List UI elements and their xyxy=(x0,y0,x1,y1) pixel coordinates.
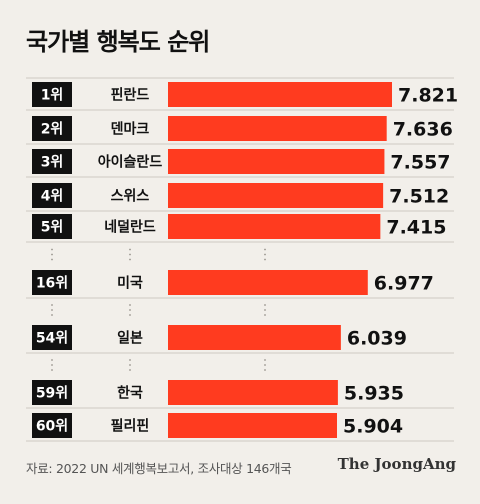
rank-label: 5위 xyxy=(41,220,64,236)
country-label: 네덜란드 xyxy=(104,219,156,236)
rank-box xyxy=(32,413,72,438)
country-label: 아이슬란드 xyxy=(98,154,163,171)
source-note: 자료: 2022 UN 세계행복보고서, 조사대상 146개국 xyxy=(26,461,292,476)
gap-ellipsis xyxy=(264,248,266,261)
score-bar xyxy=(168,214,381,239)
rank-label: 4위 xyxy=(41,189,64,205)
rank-box xyxy=(32,183,72,208)
rank-label: 1위 xyxy=(41,88,64,104)
rank-box xyxy=(32,82,72,107)
country-label: 덴마크 xyxy=(111,122,150,138)
rank-label: 16위 xyxy=(36,276,68,292)
gap-ellipsis xyxy=(264,359,266,371)
country-label: 일본 xyxy=(117,331,143,347)
rank-box xyxy=(32,270,72,295)
value-label: 7.557 xyxy=(390,152,450,174)
rank-label: 59위 xyxy=(36,386,68,402)
score-bar xyxy=(168,116,387,141)
country-label: 스위스 xyxy=(111,189,150,205)
rank-label: 3위 xyxy=(41,155,64,171)
value-label: 7.821 xyxy=(398,85,458,107)
rank-box xyxy=(32,149,72,174)
score-bar xyxy=(168,325,341,350)
score-bar xyxy=(168,82,392,107)
rank-label: 54위 xyxy=(36,331,68,347)
brand-logo: The JoongAng xyxy=(337,455,456,473)
rank-label: 60위 xyxy=(36,419,68,435)
gap-ellipsis xyxy=(129,304,131,316)
value-label: 7.636 xyxy=(393,119,453,141)
rank-box xyxy=(32,380,72,405)
score-bar xyxy=(168,413,337,438)
score-bar xyxy=(168,149,385,174)
gap-ellipsis xyxy=(264,304,266,316)
score-bar xyxy=(168,380,338,405)
score-bar xyxy=(168,270,368,295)
rank-box xyxy=(32,214,72,239)
value-label: 7.512 xyxy=(389,186,449,208)
country-label: 한국 xyxy=(117,386,143,402)
gap-ellipsis xyxy=(51,304,53,316)
rank-label: 2위 xyxy=(41,122,64,138)
row-divider-lines xyxy=(26,77,454,442)
country-label: 핀란드 xyxy=(111,87,150,104)
value-label: 6.039 xyxy=(347,328,407,350)
gap-ellipsis xyxy=(51,359,53,371)
gap-ellipsis xyxy=(51,248,53,261)
gap-ellipsis xyxy=(129,248,131,261)
score-bar xyxy=(168,183,384,208)
rank-box xyxy=(32,116,72,141)
value-label: 5.904 xyxy=(343,416,403,438)
value-label: 6.977 xyxy=(374,273,434,295)
rank-box xyxy=(32,325,72,350)
value-label: 7.415 xyxy=(386,217,446,239)
country-label: 필리핀 xyxy=(111,418,150,435)
chart-title: 국가별 행복도 순위 xyxy=(26,28,210,56)
gap-ellipsis xyxy=(129,359,131,371)
value-label: 5.935 xyxy=(344,383,404,405)
country-label: 미국 xyxy=(117,276,143,292)
